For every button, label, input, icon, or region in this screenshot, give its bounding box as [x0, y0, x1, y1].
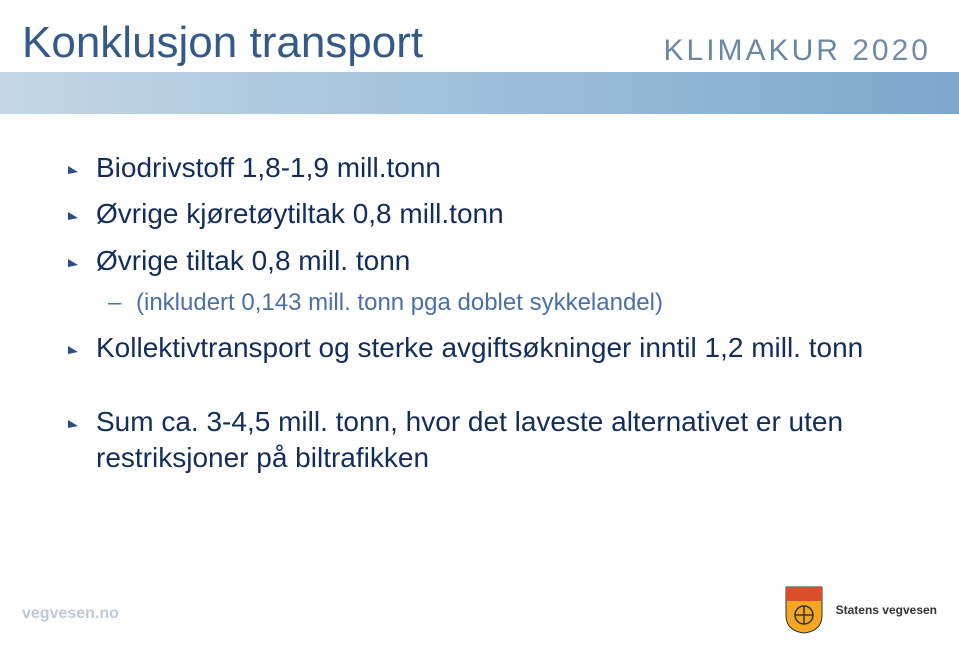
bullet-text: Kollektivtransport og sterke avgiftsøkni…	[96, 332, 863, 363]
bullet-text: Biodrivstoff 1,8-1,9 mill.tonn	[96, 152, 441, 183]
brand-logo-text: KLIMAKUR 2020	[664, 34, 931, 68]
arrow-icon	[68, 257, 84, 269]
header-band	[0, 72, 959, 114]
brand-year: 2020	[852, 34, 931, 67]
arrow-icon	[68, 210, 84, 222]
slide-title: Konklusjon transport	[22, 18, 423, 68]
bullet-item: Sum ca. 3-4,5 mill. tonn, hvor det laves…	[68, 404, 919, 477]
bullet-text: Øvrige tiltak 0,8 mill. tonn	[96, 245, 410, 276]
arrow-icon	[68, 418, 84, 430]
bullet-item: Øvrige tiltak 0,8 mill. tonn (inkludert …	[68, 243, 919, 320]
footer-url: vegvesen.no	[22, 605, 119, 623]
bullet-list-summary: Sum ca. 3-4,5 mill. tonn, hvor det laves…	[68, 404, 919, 477]
footer-logo-area: Statens vegvesen	[782, 585, 937, 635]
bullet-list: Biodrivstoff 1,8-1,9 mill.tonn Øvrige kj…	[68, 150, 919, 366]
sub-bullet-text: (inkludert 0,143 mill. tonn pga doblet s…	[136, 289, 663, 316]
sub-bullet-item: (inkludert 0,143 mill. tonn pga doblet s…	[96, 287, 919, 319]
arrow-icon	[68, 344, 84, 356]
sub-bullet-list: (inkludert 0,143 mill. tonn pga doblet s…	[96, 287, 919, 319]
spacer	[68, 376, 919, 404]
bullet-text: Øvrige kjøretøytiltak 0,8 mill.tonn	[96, 198, 504, 229]
brand-name: KLIMAKUR	[664, 34, 841, 67]
content-area: Biodrivstoff 1,8-1,9 mill.tonn Øvrige kj…	[68, 150, 919, 487]
bullet-item: Kollektivtransport og sterke avgiftsøkni…	[68, 330, 919, 366]
footer-org-name: Statens vegvesen	[836, 603, 937, 617]
shield-icon	[782, 585, 826, 635]
bullet-text: Sum ca. 3-4,5 mill. tonn, hvor det laves…	[96, 406, 843, 473]
bullet-item: Biodrivstoff 1,8-1,9 mill.tonn	[68, 150, 919, 186]
bullet-item: Øvrige kjøretøytiltak 0,8 mill.tonn	[68, 196, 919, 232]
arrow-icon	[68, 164, 84, 176]
slide: Konklusjon transport KLIMAKUR 2020 Biodr…	[0, 0, 959, 645]
